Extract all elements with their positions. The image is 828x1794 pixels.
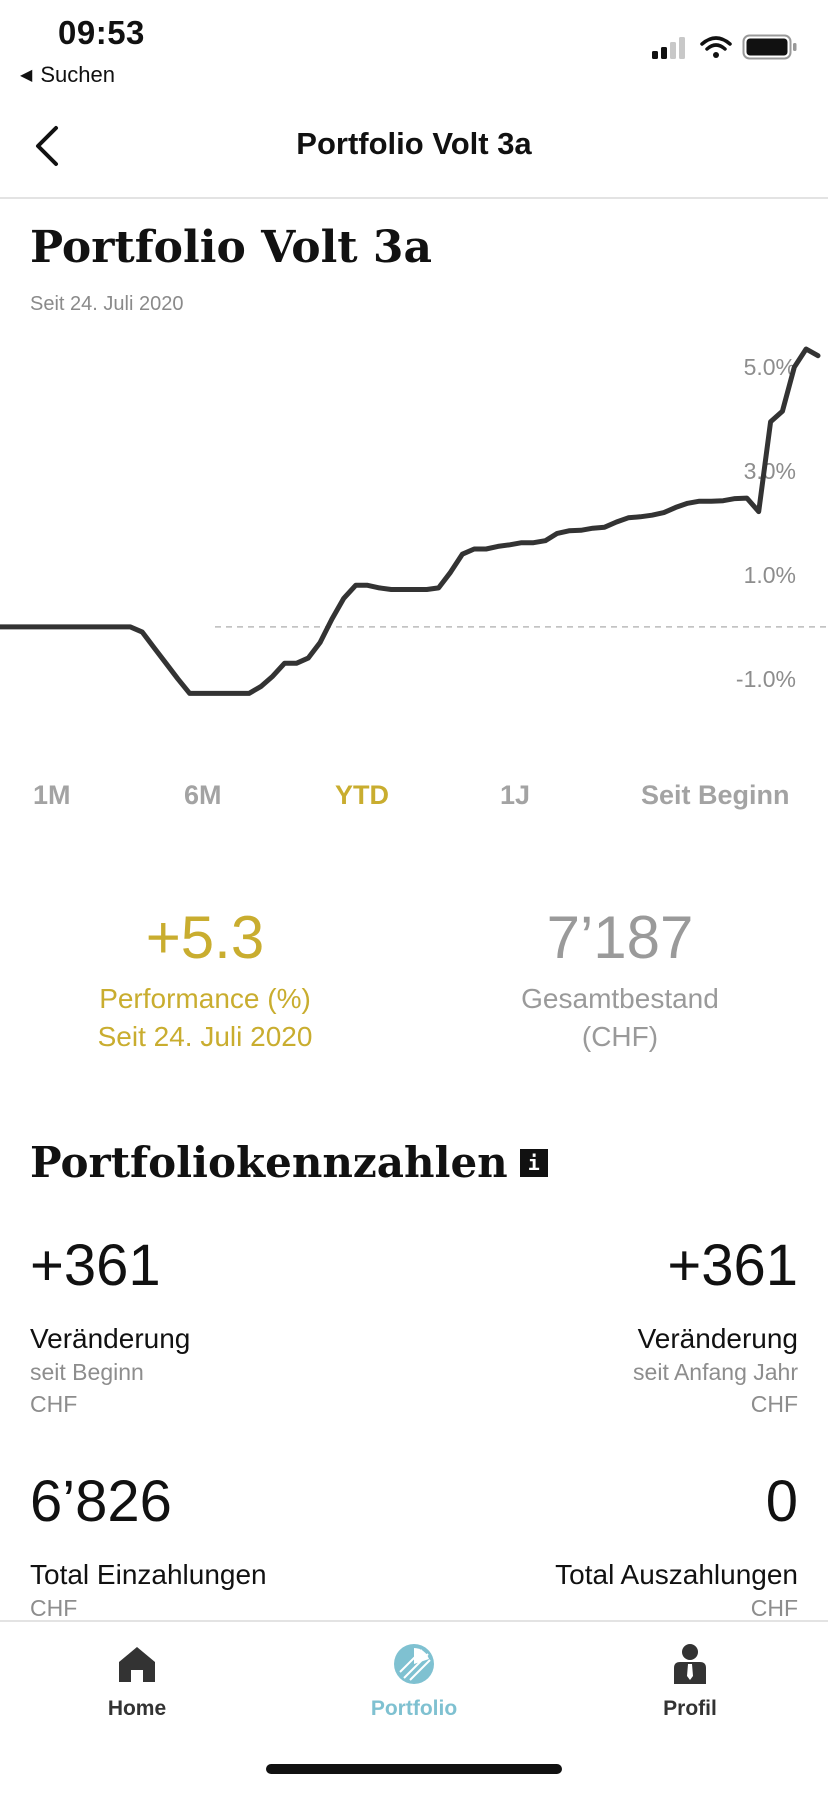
tab-ytd[interactable]: YTD	[335, 780, 389, 810]
kpi-value: +361	[667, 1233, 798, 1298]
tabbar-item-portfolio[interactable]: Portfolio	[324, 1642, 504, 1721]
total-holdings-currency: (CHF)	[581, 1021, 659, 1052]
performance-label: Performance (%)	[99, 983, 311, 1014]
kpi-change-since-year: +361 Veränderung seit Anfang Jahr CHF	[633, 1236, 798, 1420]
tab-6m[interactable]: 6M	[184, 780, 222, 810]
performance-since: Seit 24. Juli 2020	[97, 1021, 313, 1052]
battery-icon	[742, 34, 797, 60]
kpi-label: Veränderung	[30, 1323, 191, 1354]
info-icon[interactable]: i	[519, 1148, 548, 1177]
tabbar-label-portfolio: Portfolio	[370, 1697, 458, 1720]
tabbar-item-home[interactable]: Home	[47, 1642, 227, 1721]
kpi-label: Total Auszahlungen	[555, 1559, 798, 1590]
status-time: 09:53	[58, 14, 145, 51]
kpi-value: +361	[30, 1233, 161, 1298]
tabbar-label-home: Home	[107, 1697, 167, 1720]
total-holdings-stat: 7’187 Gesamtbestand (CHF)	[470, 906, 770, 1056]
nav-title: Portfolio Volt 3a	[296, 126, 532, 161]
cellular-signal-icon	[652, 37, 685, 59]
performance-chart[interactable]: 5.0% 3.0% 1.0% -1.0%	[0, 330, 828, 750]
y-tick-label: 1.0%	[744, 562, 796, 588]
total-holdings-value: 7’187	[546, 904, 694, 971]
kpi-currency: CHF	[750, 1595, 798, 1621]
tabbar-label-profil: Profil	[663, 1697, 717, 1720]
wifi-icon	[700, 36, 732, 58]
tab-1m[interactable]: 1M	[33, 780, 71, 810]
performance-value: +5.3	[145, 904, 265, 971]
section-title-portfoliokennzahlen: Portfoliokennzahlen i	[30, 1138, 548, 1187]
tabbar-item-profil[interactable]: Profil	[600, 1642, 780, 1721]
nav-divider	[0, 197, 828, 199]
period-tabs: 1M 6M YTD 1J Seit Beginn	[0, 780, 828, 820]
kpi-change-since-start: +361 Veränderung seit Beginn CHF	[30, 1236, 190, 1420]
kpi-currency: CHF	[750, 1391, 798, 1417]
performance-line	[0, 346, 821, 696]
tab-seit-beginn[interactable]: Seit Beginn	[641, 780, 790, 810]
tab-1j[interactable]: 1J	[500, 780, 531, 810]
kpi-value: 6’826	[30, 1469, 172, 1534]
section-title-text: Portfoliokennzahlen	[30, 1138, 508, 1187]
kpi-sublabel: seit Beginn	[30, 1359, 144, 1385]
status-icons	[650, 34, 798, 60]
kpi-currency: CHF	[30, 1595, 78, 1621]
page-title: Portfolio Volt 3a	[30, 222, 433, 273]
back-to-app-label: Suchen	[40, 62, 115, 87]
kpi-label: Total Einzahlungen	[30, 1559, 267, 1590]
y-tick-label: 5.0%	[744, 354, 796, 380]
y-tick-label: -1.0%	[736, 666, 796, 692]
page-subtitle: Seit 24. Juli 2020	[30, 293, 184, 315]
back-button[interactable]	[30, 122, 70, 170]
y-tick-label: 3.0%	[744, 458, 796, 484]
total-holdings-label: Gesamtbestand	[521, 983, 719, 1014]
chevron-left-icon	[36, 126, 58, 166]
home-icon	[119, 1647, 155, 1682]
profile-person-icon	[674, 1644, 706, 1684]
kpi-total-withdrawals: 0 Total Auszahlungen CHF	[555, 1472, 798, 1624]
back-triangle-icon: ◀	[20, 67, 33, 84]
back-to-app-link[interactable]: ◀ Suchen	[20, 62, 115, 88]
performance-stat: +5.3 Performance (%) Seit 24. Juli 2020	[55, 906, 355, 1056]
kpi-total-deposits: 6’826 Total Einzahlungen CHF	[30, 1472, 267, 1624]
home-indicator	[266, 1764, 562, 1774]
kpi-label: Veränderung	[637, 1323, 798, 1354]
kpi-sublabel: seit Anfang Jahr	[633, 1359, 798, 1385]
kpi-value: 0	[765, 1469, 798, 1534]
kpi-currency: CHF	[30, 1391, 78, 1417]
portfolio-pie-icon	[394, 1644, 434, 1684]
